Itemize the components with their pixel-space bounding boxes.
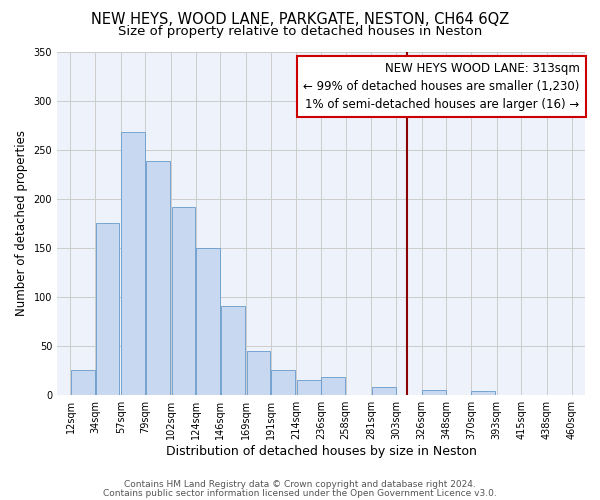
Bar [322,377,345,394]
Text: Contains public sector information licensed under the Open Government Licence v3: Contains public sector information licen… [103,489,497,498]
Y-axis label: Number of detached properties: Number of detached properties [15,130,28,316]
Bar [221,306,245,394]
Bar [196,248,220,394]
Text: Contains HM Land Registry data © Crown copyright and database right 2024.: Contains HM Land Registry data © Crown c… [124,480,476,489]
Text: Size of property relative to detached houses in Neston: Size of property relative to detached ho… [118,25,482,38]
Bar [121,132,145,394]
Bar [146,162,170,394]
Text: NEW HEYS, WOOD LANE, PARKGATE, NESTON, CH64 6QZ: NEW HEYS, WOOD LANE, PARKGATE, NESTON, C… [91,12,509,28]
Bar [372,387,395,394]
Bar [422,390,446,394]
Bar [247,350,270,395]
Text: NEW HEYS WOOD LANE: 313sqm
← 99% of detached houses are smaller (1,230)
1% of se: NEW HEYS WOOD LANE: 313sqm ← 99% of deta… [304,62,580,111]
Bar [95,223,119,394]
Bar [71,370,95,394]
Bar [472,391,495,394]
Bar [271,370,295,394]
Bar [172,208,195,394]
Bar [297,380,320,394]
X-axis label: Distribution of detached houses by size in Neston: Distribution of detached houses by size … [166,444,476,458]
